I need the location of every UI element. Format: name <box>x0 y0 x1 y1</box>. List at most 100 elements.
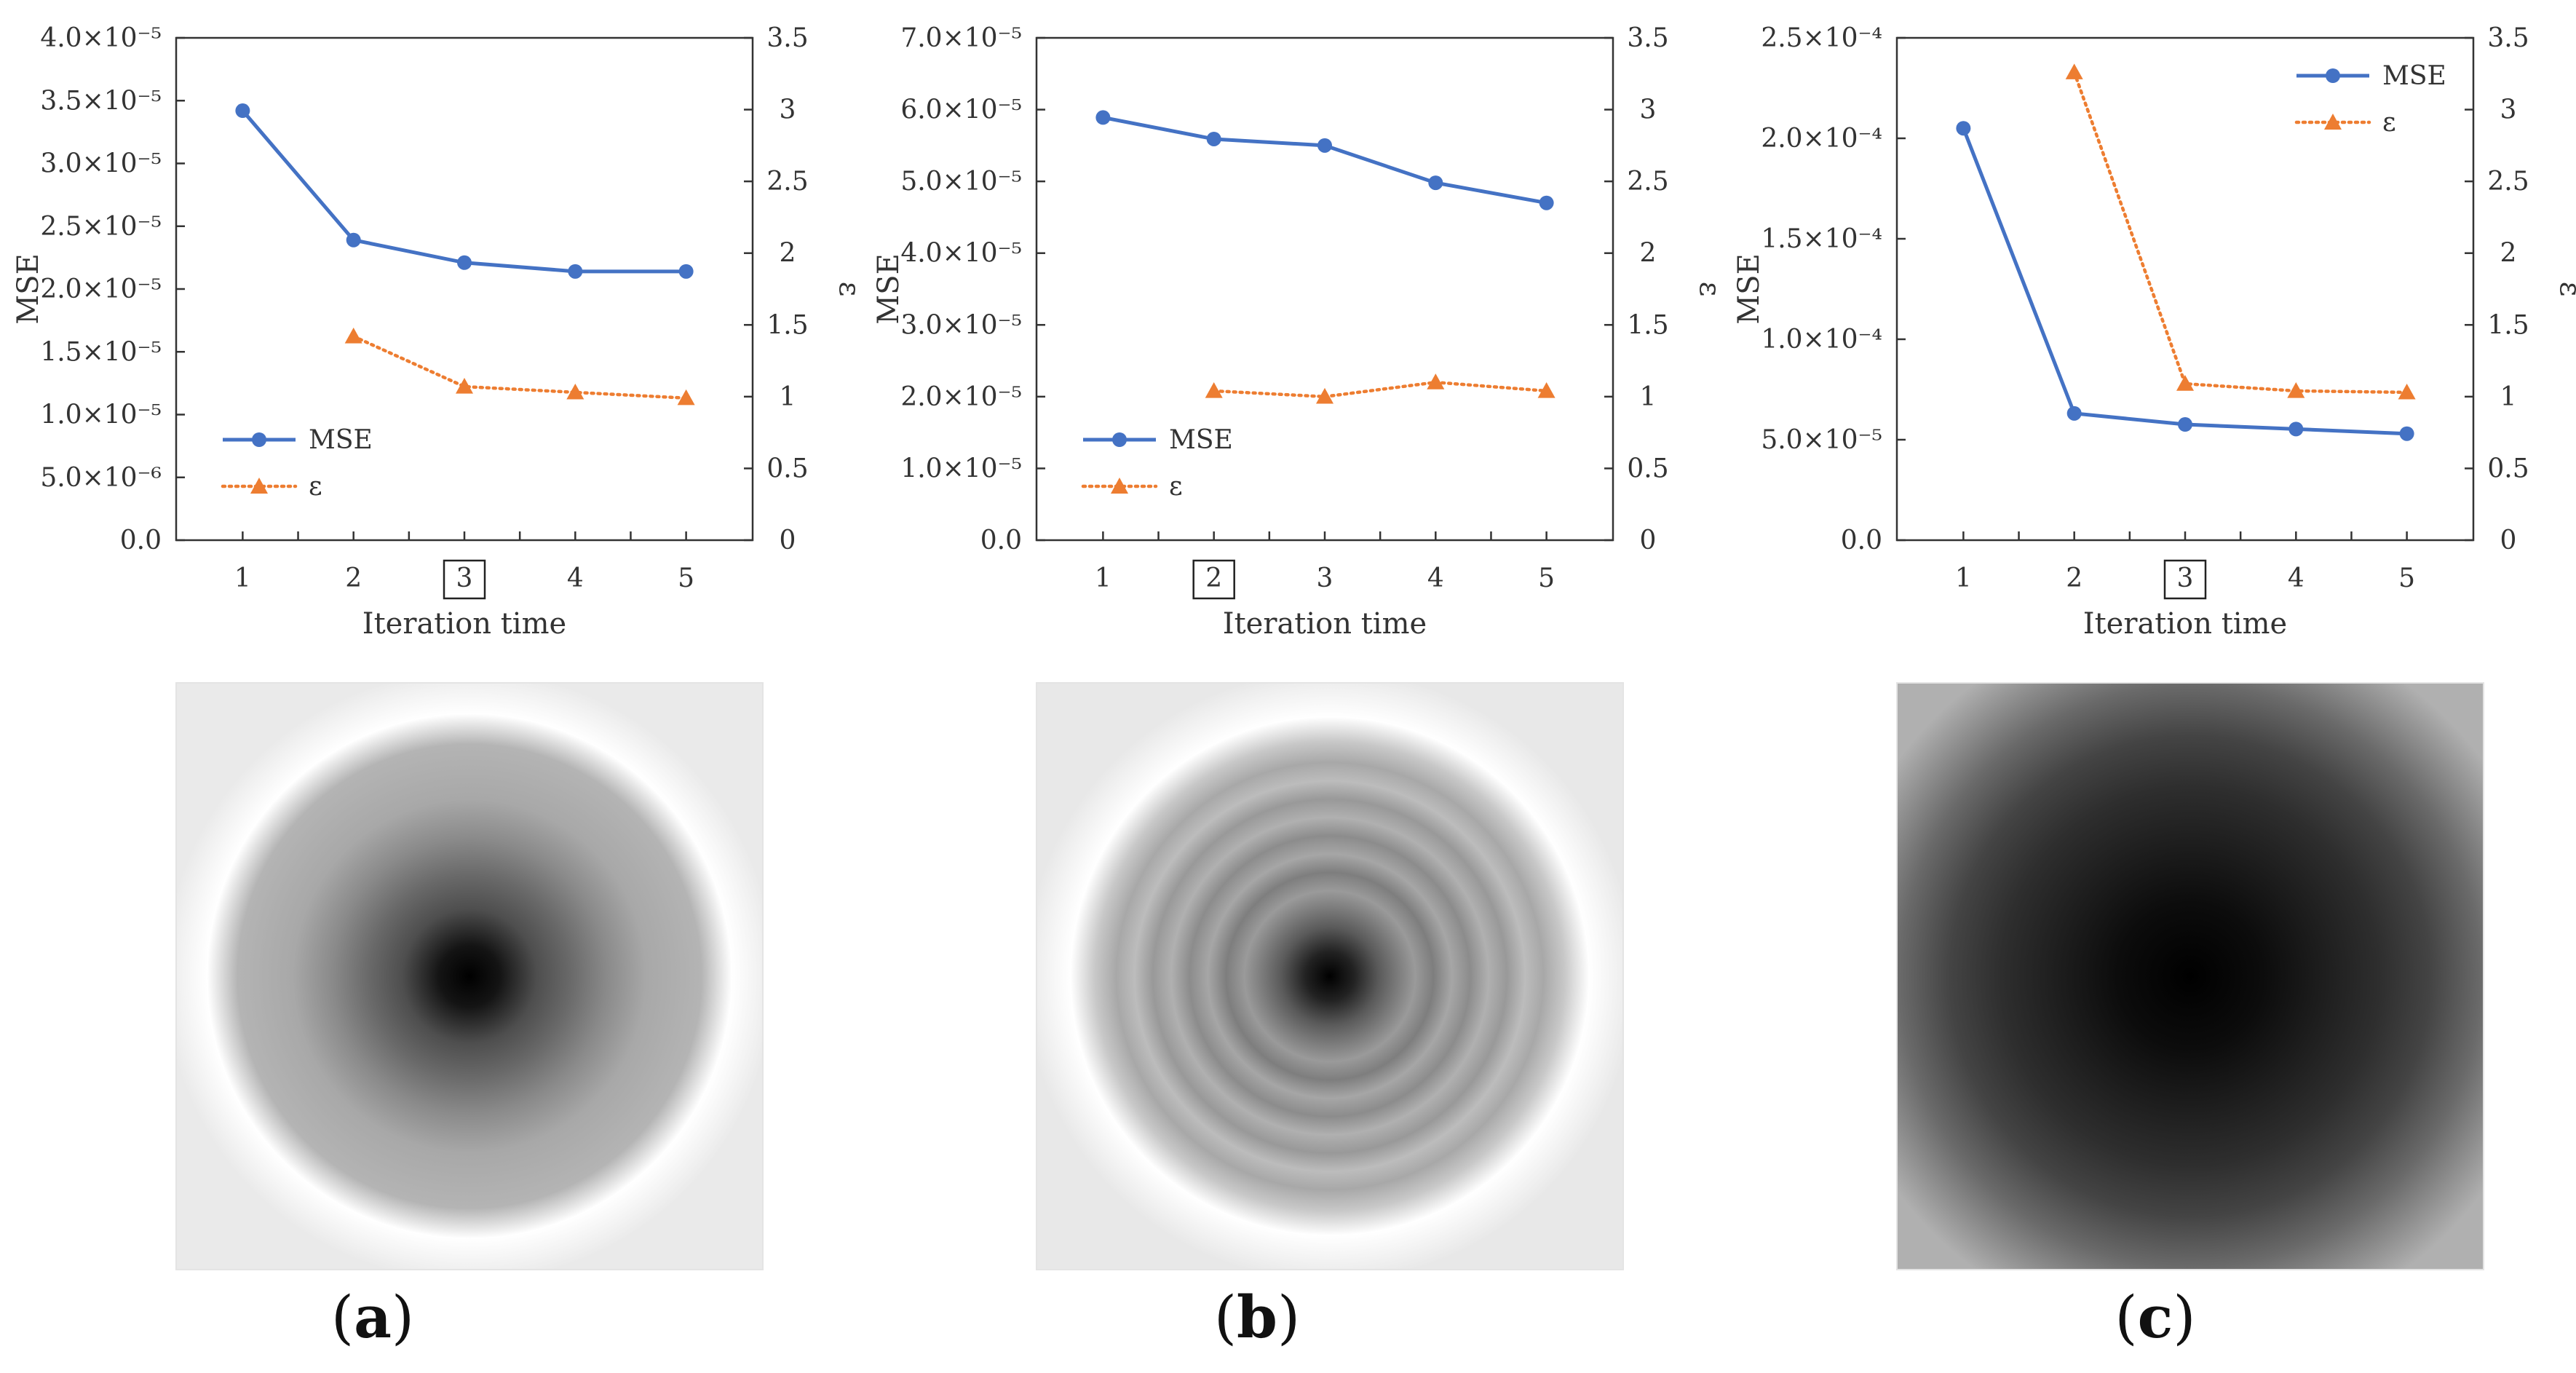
x-axis-title: Iteration time <box>1223 607 1427 641</box>
y-axis-title: MSE <box>872 253 905 325</box>
y-axis-title: MSE <box>1732 253 1766 325</box>
y2-tick-label: 3 <box>2500 95 2517 125</box>
y2-tick-label: 1.5 <box>2487 310 2529 340</box>
y-tick-label: 0.0 <box>120 526 162 555</box>
epsilon-point <box>1537 381 1555 398</box>
pattern-image-b <box>1036 682 1624 1270</box>
chart-a: 0.0 5.0×10⁻⁶ 1.0×10⁻⁵ 1.5×10⁻⁵ 2.0×10⁻⁵ 2.5×1… <box>12 23 866 641</box>
pattern-image-a <box>175 682 764 1270</box>
x-tick-label: 2 <box>1205 563 1222 593</box>
y2-tick-label: 2 <box>1640 239 1657 269</box>
y2-tick-label: 1 <box>780 382 796 412</box>
legend-epsilon-label: ε <box>1169 472 1183 502</box>
plot-frame <box>1035 36 1614 542</box>
y2-tick-label: 2.5 <box>766 167 808 197</box>
y-tick-label: 1.5×10⁻⁴ <box>1761 224 1882 254</box>
epsilon-point <box>2398 383 2416 400</box>
y-tick-label: 3.0×10⁻⁵ <box>40 149 162 179</box>
legend-mse-marker <box>1112 432 1127 447</box>
epsilon-series-line <box>1212 380 1548 399</box>
mse-point <box>1095 110 1111 125</box>
epsilon-point <box>2065 63 2083 79</box>
legend-mse-label: MSE <box>2382 61 2446 91</box>
y-tick-label: 5.0×10⁻⁵ <box>1761 425 1882 455</box>
y2-tick-label: 0.5 <box>2487 454 2529 483</box>
y2-tick-label: 1 <box>2500 382 2517 412</box>
epsilon-point <box>1427 373 1445 389</box>
y-tick-label: 6.0×10⁻⁵ <box>900 95 1022 125</box>
x-tick-label: 1 <box>1955 563 1972 593</box>
y2-tick-label: 3.5 <box>1627 23 1668 53</box>
y2-axis-title: ε <box>833 282 866 297</box>
x-tick-highlight-box <box>443 559 486 600</box>
legend-epsilon-marker <box>1111 478 1128 494</box>
x-tick-highlight-box <box>1192 559 1235 600</box>
y2-tick-label: 2.5 <box>2487 167 2529 197</box>
y-tick-label: 7.0×10⁻⁵ <box>900 23 1022 53</box>
y-axis-title: MSE <box>12 253 45 325</box>
y-tick-label: 1.0×10⁻⁵ <box>900 454 1022 483</box>
mse-point <box>235 103 250 119</box>
mse-series-line <box>241 109 686 274</box>
legend-epsilon-marker <box>250 478 268 494</box>
mse-point <box>346 232 361 248</box>
mse-point <box>2178 417 2192 432</box>
x-tick-label: 1 <box>1095 563 1111 593</box>
epsilon-point <box>344 328 362 344</box>
x-tick-label: 3 <box>2177 563 2194 593</box>
mse-point <box>1428 175 1443 191</box>
mse-point <box>678 264 694 279</box>
epsilon-point <box>2176 375 2194 391</box>
y-tick-label: 5.0×10⁻⁶ <box>40 463 162 493</box>
y-tick-label: 5.0×10⁻⁵ <box>900 167 1022 197</box>
legend-mse-label: MSE <box>1169 425 1233 455</box>
y2-axis-title: ε <box>2553 282 2576 297</box>
x-tick-label: 5 <box>1538 563 1555 593</box>
plot-frame <box>175 36 754 542</box>
caption-c: (c) <box>2115 1283 2196 1351</box>
chart-c: 0.0 5.0×10⁻⁵ 1.0×10⁻⁴ 1.5×10⁻⁴ 2.0×10⁻⁴ 2.5×1… <box>1732 23 2576 641</box>
mse-point <box>457 255 472 270</box>
y-tick-label: 1.5×10⁻⁵ <box>40 337 162 367</box>
y2-tick-label: 2.5 <box>1627 167 1668 197</box>
y2-tick-label: 3.5 <box>2487 23 2529 53</box>
y2-tick-label: 3 <box>780 95 796 125</box>
x-axis-title: Iteration time <box>362 607 566 641</box>
y2-tick-label: 0.5 <box>1627 454 1668 483</box>
epsilon-point <box>566 383 584 400</box>
y2-tick-label: 2 <box>780 239 796 269</box>
legend-epsilon-marker <box>2324 114 2342 130</box>
mse-point <box>1317 138 1332 153</box>
y2-tick-label: 1.5 <box>1627 310 1668 340</box>
x-tick-label: 1 <box>234 563 251 593</box>
y-tick-label: 0.0 <box>1841 526 1882 555</box>
y-tick-label: 2.0×10⁻⁴ <box>1761 124 1882 154</box>
y2-tick-label: 0 <box>2500 526 2517 555</box>
y-tick-label: 1.0×10⁻⁵ <box>40 400 162 430</box>
x-tick-label: 4 <box>1427 563 1444 593</box>
x-tick-highlight-box <box>2163 559 2207 600</box>
x-tick-label: 2 <box>2066 563 2082 593</box>
mse-point <box>2399 426 2414 441</box>
y2-tick-label: 0.5 <box>766 454 808 483</box>
caption-b: (b) <box>1213 1283 1301 1351</box>
chart-b: 0.0 1.0×10⁻⁵ 2.0×10⁻⁵ 3.0×10⁻⁵ 4.0×10⁻⁵ 5.0×1… <box>872 23 1727 641</box>
y2-tick-label: 2 <box>2500 239 2517 269</box>
x-tick-label: 3 <box>456 563 473 593</box>
epsilon-point <box>1205 381 1223 398</box>
y2-tick-label: 3.5 <box>766 23 808 53</box>
mse-point <box>2066 405 2082 421</box>
caption-a: (a) <box>330 1283 415 1351</box>
mse-point <box>568 264 583 279</box>
y2-axis-title: ε <box>1693 282 1727 297</box>
x-tick-label: 5 <box>2398 563 2415 593</box>
epsilon-point <box>677 389 695 405</box>
y-tick-label: 0.0 <box>980 526 1022 555</box>
x-axis-title: Iteration time <box>2083 607 2287 641</box>
epsilon-point <box>2287 381 2305 398</box>
mse-point <box>1539 195 1554 210</box>
epsilon-series-line <box>352 334 688 400</box>
legend-mse-marker <box>2326 68 2340 83</box>
mse-point <box>1206 131 1221 146</box>
